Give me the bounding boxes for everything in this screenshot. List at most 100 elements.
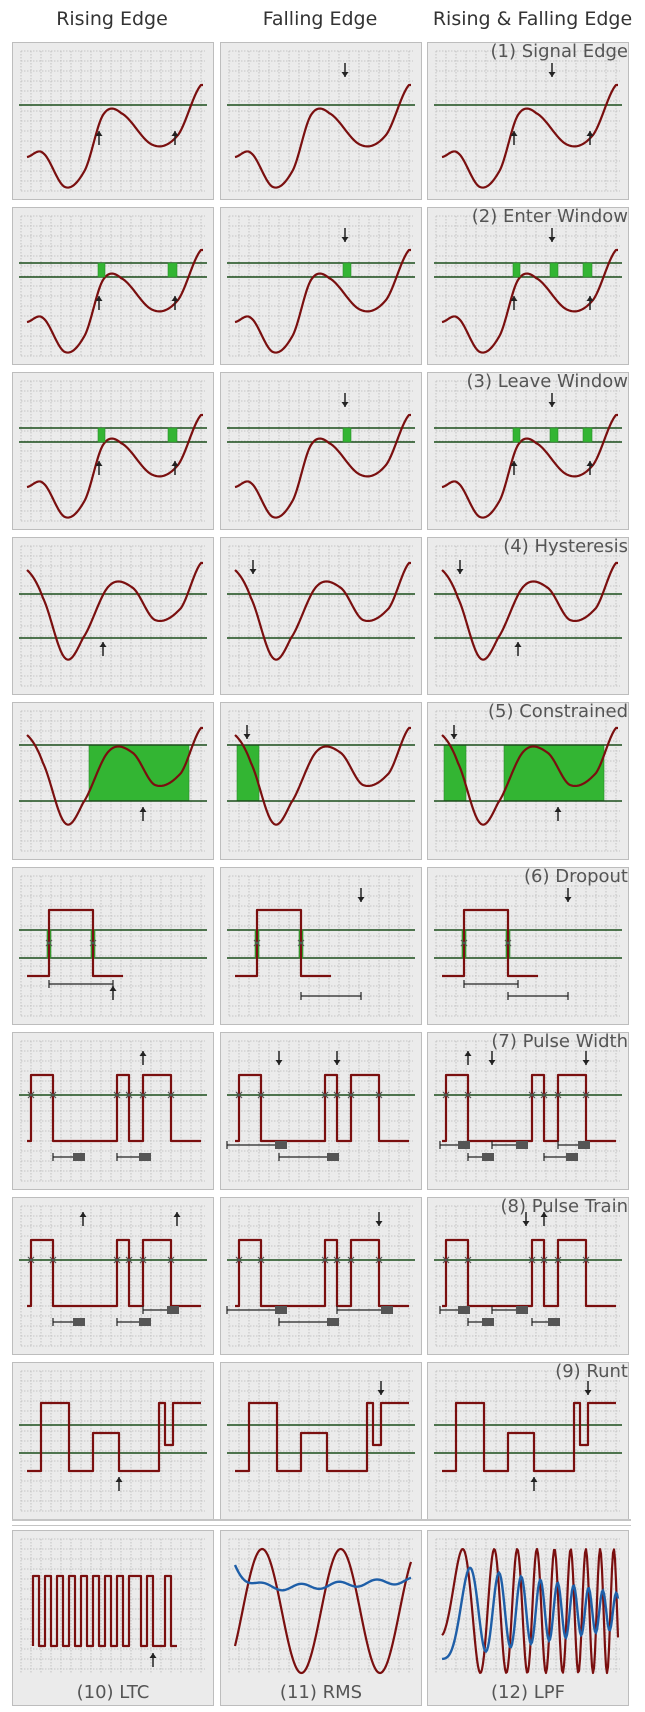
tolerance-block xyxy=(139,1318,151,1326)
tolerance-block xyxy=(482,1153,494,1161)
signal-trace xyxy=(441,83,619,189)
grid-lines xyxy=(20,1205,205,1347)
section-separator xyxy=(12,1519,631,1526)
panel-diagram xyxy=(20,1538,205,1673)
panel-row7-falling-edge xyxy=(220,1032,422,1190)
crossing-x-icon xyxy=(333,1256,341,1264)
panel-diagram xyxy=(434,1205,622,1347)
trigger-down-arrow-icon xyxy=(548,228,556,242)
panel-row4-falling-edge xyxy=(220,537,422,695)
signal-trace xyxy=(235,908,331,978)
header-rising-edge: Rising Edge xyxy=(56,8,168,30)
crossing-x-icon xyxy=(375,1256,383,1264)
panel-row1-rising-edge xyxy=(12,42,214,200)
panel-row5-rising-edge xyxy=(12,702,214,860)
signal-trace xyxy=(26,413,204,519)
trigger-down-arrow-icon xyxy=(582,1051,590,1065)
time-bracket xyxy=(507,992,569,1000)
crossing-x-icon xyxy=(235,1091,243,1099)
signal-trace xyxy=(441,726,619,826)
trigger-down-arrow-icon xyxy=(243,725,251,739)
time-bracket xyxy=(491,1306,528,1314)
trigger-down-arrow-icon xyxy=(375,1212,383,1226)
rms-trace xyxy=(233,1564,412,1592)
trigger-up-arrow-icon xyxy=(79,1212,87,1226)
crossing-x-icon xyxy=(528,1091,536,1099)
time-bracket xyxy=(336,1306,393,1314)
crossing-x-icon xyxy=(125,1256,133,1264)
panel-diagram xyxy=(226,1040,415,1182)
panel-row8-falling-edge xyxy=(220,1197,422,1355)
time-bracket xyxy=(491,1141,528,1149)
signal-trace xyxy=(235,1238,409,1308)
panel-diagram xyxy=(19,380,207,522)
crossing-x-icon xyxy=(89,939,97,947)
grid-lines xyxy=(228,215,413,357)
panel-row7-rising-edge xyxy=(12,1032,214,1190)
signal-trace xyxy=(234,248,412,354)
crossing-x-icon xyxy=(49,1091,57,1099)
trigger-up-arrow-icon xyxy=(510,131,518,145)
crossing-x-icon xyxy=(113,1091,121,1099)
grid-lines xyxy=(20,1538,205,1673)
trigger-up-arrow-icon xyxy=(586,296,594,310)
signal-trace xyxy=(234,83,412,189)
trigger-up-arrow-icon xyxy=(530,1477,538,1491)
time-bracket xyxy=(226,1141,287,1149)
bottom-title: (12) LPF xyxy=(491,1682,565,1703)
panel-diagram xyxy=(434,50,622,192)
panel-diagram xyxy=(228,1538,413,1675)
panel-diagram xyxy=(434,380,622,522)
time-bracket xyxy=(439,1306,470,1314)
trigger-up-arrow-icon xyxy=(173,1212,181,1226)
trigger-down-arrow-icon xyxy=(450,725,458,739)
panel-diagram xyxy=(434,710,622,852)
trigger-up-arrow-icon xyxy=(586,131,594,145)
trigger-down-arrow-icon xyxy=(488,1051,496,1065)
grid-lines xyxy=(228,1040,413,1182)
signal-trace xyxy=(441,248,619,354)
trigger-up-arrow-icon xyxy=(115,1477,123,1491)
tolerance-block xyxy=(381,1306,393,1314)
trigger-down-arrow-icon xyxy=(548,393,556,407)
trigger-down-arrow-icon xyxy=(341,63,349,77)
panel-row1-rising-falling-edge: (1) Signal Edge xyxy=(427,41,629,200)
trigger-up-arrow-icon xyxy=(554,807,562,821)
crossing-x-icon xyxy=(321,1091,329,1099)
time-bracket xyxy=(463,980,519,988)
grid-lines xyxy=(435,1040,620,1182)
crossing-x-icon xyxy=(504,939,512,947)
header-falling-edge: Falling Edge xyxy=(262,8,378,30)
highlight-region xyxy=(549,427,559,443)
signal-trace xyxy=(26,83,204,189)
signal-trace xyxy=(442,1073,616,1143)
signal-trace xyxy=(442,1401,616,1473)
time-bracket xyxy=(226,1306,287,1314)
panel-diagram xyxy=(19,1205,207,1347)
time-bracket xyxy=(52,1318,85,1326)
trigger-down-arrow-icon xyxy=(548,63,556,77)
crossing-x-icon xyxy=(375,1091,383,1099)
lpf-trace xyxy=(441,1566,620,1661)
time-bracket xyxy=(543,1153,578,1161)
trigger-down-arrow-icon xyxy=(333,1051,341,1065)
signal-trace xyxy=(235,1401,409,1473)
time-bracket xyxy=(278,1153,339,1161)
grid-lines xyxy=(435,215,620,357)
tolerance-block xyxy=(73,1153,85,1161)
grid-lines xyxy=(228,380,413,522)
signal-trace xyxy=(26,561,204,661)
bottom-title: (11) RMS xyxy=(279,1682,363,1703)
grid-lines xyxy=(228,1205,413,1347)
tolerance-block xyxy=(458,1306,470,1314)
crossing-x-icon xyxy=(333,1091,341,1099)
highlight-region xyxy=(342,262,352,278)
signal-trace xyxy=(233,1547,413,1675)
trigger-up-arrow-icon xyxy=(95,296,103,310)
trigger-up-arrow-icon xyxy=(514,642,522,656)
panel-row9-rising-falling-edge: (9) Runt xyxy=(427,1361,629,1520)
time-bracket xyxy=(300,992,362,1000)
panel-bottom-12: (12) LPF xyxy=(427,1530,629,1706)
crossing-x-icon xyxy=(582,1256,590,1264)
tolerance-block xyxy=(275,1141,287,1149)
